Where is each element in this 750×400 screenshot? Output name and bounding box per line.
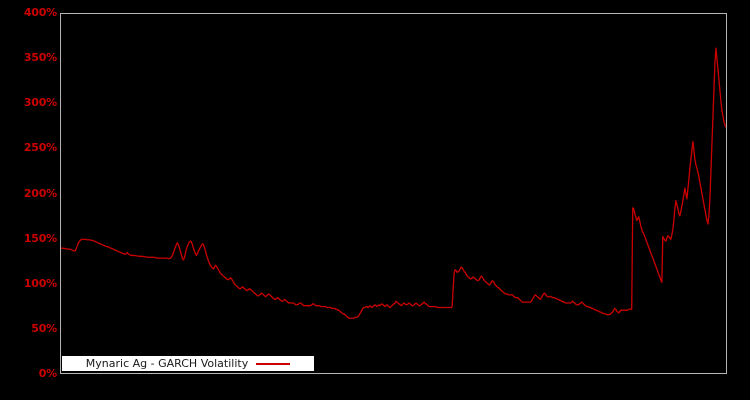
- garch-volatility-line: [61, 47, 726, 319]
- y-axis-tick-200: 200%: [23, 186, 57, 200]
- y-axis-tick-0: 0%: [38, 367, 57, 380]
- y-axis-tick-150: 150%: [23, 231, 57, 245]
- volatility-line-chart: [61, 47, 726, 319]
- legend-line-swatch: [256, 362, 291, 365]
- y-axis-tick-100: 100%: [23, 276, 57, 290]
- y-axis-tick-50: 50%: [31, 321, 57, 335]
- y-axis-tick-250: 250%: [23, 141, 57, 155]
- y-axis-tick-300: 300%: [23, 96, 57, 110]
- y-axis-tick-400: 400%: [23, 6, 57, 19]
- chart-legend: Mynaric Ag - GARCH Volatility: [61, 355, 315, 372]
- y-axis-tick-350: 350%: [23, 51, 57, 65]
- plot-area: [60, 13, 727, 374]
- legend-label: Mynaric Ag - GARCH Volatility: [85, 357, 249, 370]
- y-axis-tick-labels: 0% 50% 100% 150% 200% 250% 300% 350% 400%: [0, 0, 57, 400]
